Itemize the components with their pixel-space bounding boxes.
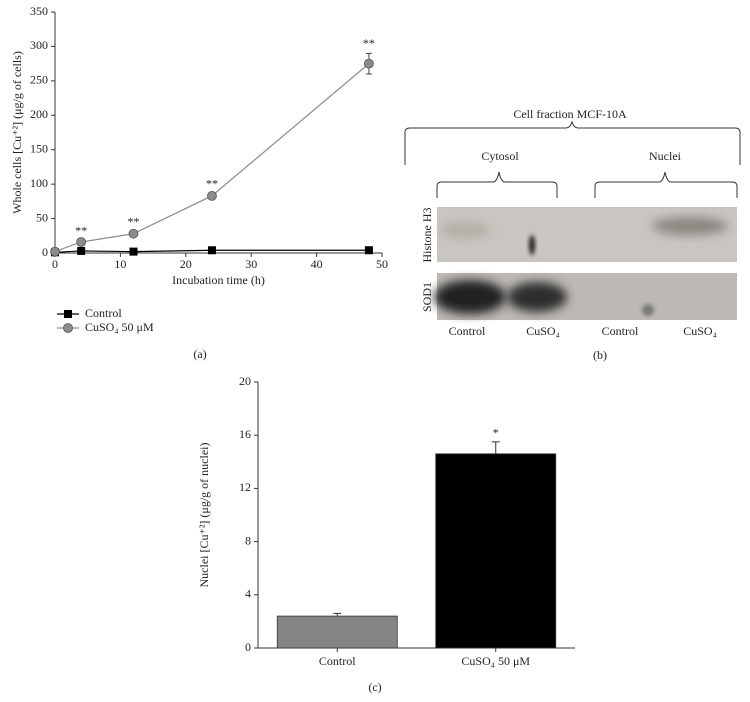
panel-label: (c) — [368, 680, 381, 694]
legend-marker — [63, 323, 73, 333]
band — [642, 304, 654, 316]
significance: ** — [127, 214, 139, 228]
error-bar — [491, 441, 500, 454]
data-point — [128, 228, 139, 239]
blot-panel: Cell fraction MCF-10A Cytosol Nuclei His… — [404, 107, 741, 362]
band — [529, 235, 535, 255]
panel-label: (a) — [193, 347, 206, 361]
data-point — [207, 190, 217, 201]
series-line — [54, 63, 370, 253]
y-tick-label: 300 — [30, 38, 48, 52]
y-tick-label: 4 — [245, 587, 251, 601]
y-tick-label: 200 — [30, 107, 48, 121]
band — [652, 217, 728, 235]
y-tick-label: 50 — [36, 210, 48, 224]
data-point — [364, 246, 373, 255]
y-axis-label: Nuclei [Cu⁺²] (μg/g of nuclei) — [197, 443, 211, 588]
bar — [276, 615, 398, 649]
x-tick-label: 30 — [245, 257, 257, 271]
x-tick-label: 10 — [114, 257, 126, 271]
y-tick-label: 12 — [239, 480, 251, 494]
x-tick-label: 0 — [52, 257, 58, 271]
group-label: Nuclei — [649, 149, 682, 163]
y-tick-label: 250 — [30, 73, 48, 87]
y-tick-label: 20 — [239, 374, 251, 388]
row-label: SOD1 — [420, 282, 434, 312]
lane-label: CuSO₄ — [526, 324, 560, 338]
brace — [436, 171, 558, 198]
row-label: Histone H3 — [420, 208, 434, 263]
data-point — [77, 246, 86, 255]
lane-label: CuSO₄ — [683, 324, 717, 338]
data-point — [207, 246, 216, 255]
lane-label: Control — [602, 324, 639, 338]
band — [507, 282, 567, 312]
brace — [404, 120, 741, 165]
legend-label: CuSO₄ 50 μM — [85, 320, 154, 334]
x-tick-label: Control — [319, 654, 356, 668]
x-axis-label: Incubation time (h) — [172, 273, 265, 287]
data-point — [129, 247, 138, 256]
legend-marker — [64, 310, 72, 318]
data-point — [50, 246, 60, 257]
legend-label: Control — [85, 306, 122, 320]
y-axis-label: Whole cells [Cu⁺²] (μg/g of cells) — [10, 51, 24, 214]
y-tick-label: 16 — [239, 427, 251, 441]
y-tick-label: 0 — [245, 640, 251, 654]
brace — [594, 171, 738, 198]
bar — [435, 453, 557, 649]
y-tick-label: 350 — [30, 4, 48, 18]
significance: * — [493, 426, 499, 440]
lane-label: Control — [449, 324, 486, 338]
y-tick-label: 0 — [42, 245, 48, 259]
x-tick-label: 40 — [311, 257, 323, 271]
data-point — [76, 237, 87, 247]
x-tick-label: 20 — [180, 257, 192, 271]
band — [440, 222, 490, 238]
y-tick-label: 8 — [245, 533, 251, 547]
significance: ** — [206, 177, 218, 191]
x-tick-label: 50 — [376, 257, 388, 271]
blot-title: Cell fraction MCF-10A — [513, 107, 627, 121]
significance: ** — [363, 36, 375, 50]
error-bar — [333, 612, 342, 617]
data-point — [364, 58, 374, 69]
x-tick-label: CuSO₄ 50 μM — [461, 654, 530, 668]
y-tick-label: 100 — [30, 176, 48, 190]
panel-label: (b) — [593, 348, 607, 362]
band — [434, 280, 506, 314]
significance: ** — [75, 223, 87, 237]
y-tick-label: 150 — [30, 141, 48, 155]
group-label: Cytosol — [481, 149, 519, 163]
